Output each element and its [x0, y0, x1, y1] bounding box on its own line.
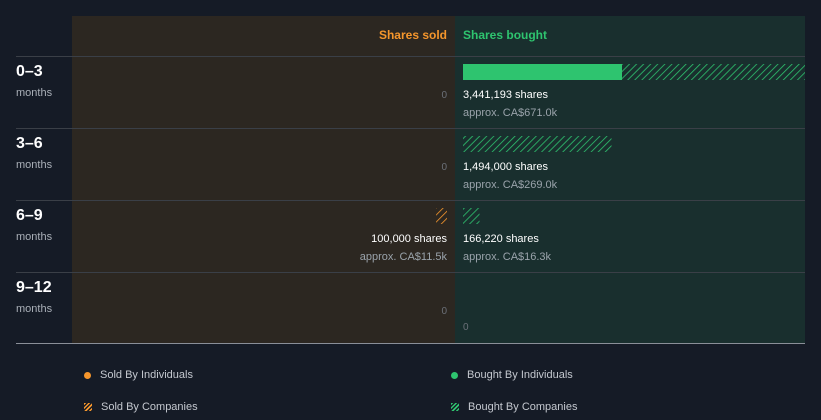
- period-sublabel: months: [16, 231, 53, 243]
- bought-companies-bar: [463, 208, 480, 224]
- period-sublabel: months: [16, 87, 53, 99]
- period-row: 0–3 months 3,441,193 shares approx. CA$671.…: [16, 56, 805, 119]
- sold-panel: [72, 16, 455, 344]
- legend-item: Sold By Individuals: [84, 367, 193, 383]
- sold-shares-value: 100,000 shares: [371, 233, 447, 245]
- legend-label: Bought By Individuals: [467, 369, 573, 381]
- period-label: 6–9: [16, 207, 43, 224]
- bought-shares-value: 166,220 shares: [463, 233, 539, 245]
- bought-approx-value: approx. CA$269.0k: [463, 179, 558, 191]
- sold-companies-bar: [436, 208, 447, 224]
- period-label: 0–3: [16, 63, 43, 80]
- bought-shares-value: 1,494,000 shares: [463, 161, 549, 173]
- bought-individuals-bar: [463, 64, 623, 80]
- bought-column-header: Shares bought: [463, 28, 547, 42]
- legend-label: Bought By Companies: [468, 401, 578, 413]
- period-sublabel: months: [16, 159, 53, 171]
- bought-companies-bar: [622, 64, 805, 80]
- period-row: 3–6 months 1,494,000 shares approx. CA$269.…: [16, 128, 805, 191]
- legend-label: Sold By Companies: [101, 401, 198, 413]
- legend-dot-icon: [451, 371, 458, 379]
- legend-item: Sold By Companies: [84, 399, 198, 415]
- bought-companies-bar: [463, 136, 612, 152]
- period-label: 3–6: [16, 135, 43, 152]
- legend-label: Sold By Individuals: [100, 369, 193, 381]
- bought-shares-value: 3,441,193 shares: [463, 89, 549, 101]
- period-row: 9–12 months 0 0: [16, 272, 805, 333]
- bought-approx-value: approx. CA$671.0k: [463, 107, 558, 119]
- legend-item: Bought By Individuals: [451, 367, 573, 383]
- bought-zero-value: 0: [463, 322, 469, 333]
- sold-zero-value: 0: [441, 90, 447, 101]
- period-row: 6–9 months 166,220 shares approx. CA$16.3k 1…: [16, 200, 805, 263]
- sold-column-header: Shares sold: [379, 28, 447, 42]
- sold-zero-value: 0: [441, 306, 447, 317]
- legend-hatch-icon: [84, 403, 92, 411]
- legend-hatch-icon: [451, 403, 459, 411]
- sold-zero-value: 0: [441, 162, 447, 173]
- sold-approx-value: approx. CA$11.5k: [360, 251, 448, 263]
- period-sublabel: months: [16, 303, 53, 315]
- period-label: 9–12: [16, 279, 52, 296]
- legend-dot-icon: [84, 371, 91, 379]
- legend-item: Bought By Companies: [451, 399, 577, 415]
- bought-approx-value: approx. CA$16.3k: [463, 251, 552, 263]
